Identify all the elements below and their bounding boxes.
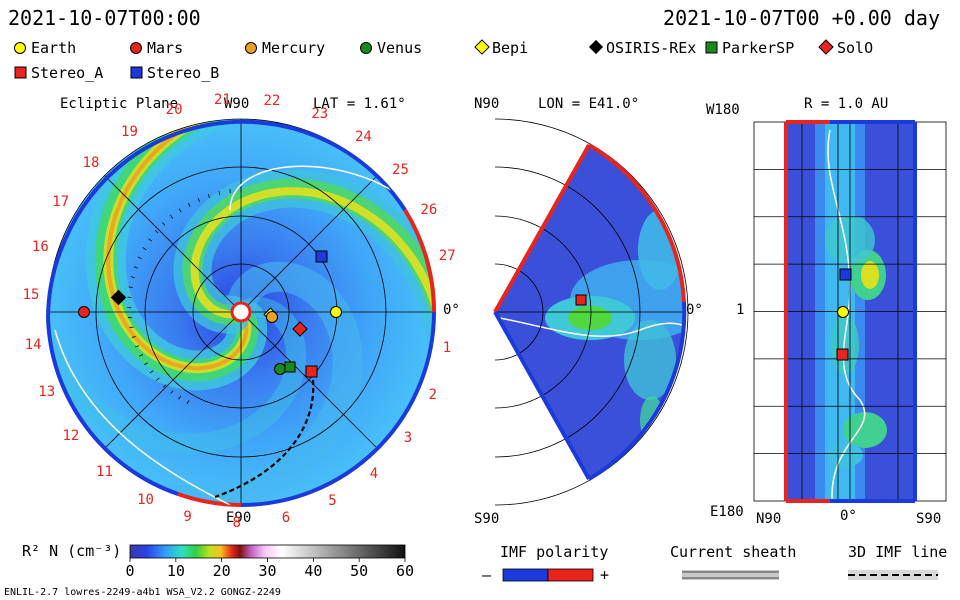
imf-line-sample bbox=[848, 570, 938, 580]
legend-stereo-b: Stereo_B bbox=[147, 64, 220, 82]
legend-venus: Venus bbox=[377, 39, 423, 57]
sector-number: 22 bbox=[263, 93, 281, 110]
ecliptic-title: Ecliptic Plane bbox=[60, 96, 179, 112]
venus-marker bbox=[274, 363, 286, 375]
meridional-bottom-label: S90 bbox=[474, 511, 500, 527]
sector-number: 6 bbox=[281, 509, 291, 526]
ecliptic-right-label: 0° bbox=[443, 302, 460, 318]
radial-top-left: W180 bbox=[706, 102, 740, 118]
imf-polarity-bar bbox=[502, 568, 594, 582]
radial-stereo-a-marker bbox=[836, 348, 849, 361]
sector-number: 23 bbox=[311, 105, 329, 122]
colorbar-tick-label: 30 bbox=[258, 562, 277, 580]
sector-number: 4 bbox=[369, 465, 379, 482]
meridional-stereo-a-marker bbox=[575, 294, 587, 306]
sector-number: 8 bbox=[232, 514, 241, 531]
colorbar-tick-label: 40 bbox=[304, 562, 323, 580]
sheath-title: Current sheath bbox=[670, 543, 797, 561]
mercury-marker bbox=[266, 311, 278, 323]
meridional-top-label: N90 bbox=[474, 96, 500, 112]
sector-number: 24 bbox=[354, 128, 372, 145]
legend-bepi: Bepi bbox=[492, 39, 529, 57]
imf-plus: + bbox=[600, 566, 610, 584]
legend-earth: Earth bbox=[31, 39, 77, 57]
sector-number: 11 bbox=[96, 463, 113, 480]
ecliptic-bottom-label: E90 bbox=[226, 510, 252, 526]
sector-number: 3 bbox=[403, 429, 413, 446]
sector-number: 10 bbox=[137, 491, 154, 508]
radial-bottom-s90: S90 bbox=[916, 511, 942, 527]
colorbar bbox=[129, 544, 406, 562]
ecliptic-lat-label: LAT = 1.61° bbox=[313, 96, 406, 112]
sector-number: 16 bbox=[31, 238, 49, 255]
imf-line-title: 3D IMF line bbox=[848, 543, 948, 561]
stereo-b-marker bbox=[315, 250, 328, 263]
radial-stereo-b-marker bbox=[839, 268, 852, 281]
meridional-lon-label: LON = E41.0° bbox=[538, 96, 640, 112]
parkersp-marker bbox=[284, 361, 296, 373]
sector-number: 21 bbox=[214, 91, 231, 108]
sector-number: 12 bbox=[62, 427, 80, 444]
legend-mars: Mars bbox=[147, 39, 184, 57]
sector-number: 1 bbox=[442, 339, 452, 356]
colorbar-tick-label: 0 bbox=[125, 562, 135, 580]
radial-title: R = 1.0 AU bbox=[804, 96, 889, 112]
colorbar-tick-label: 20 bbox=[212, 562, 231, 580]
legend-parkersp: ParkerSP bbox=[722, 39, 795, 57]
legend-mercury: Mercury bbox=[262, 39, 326, 57]
sector-number: 2 bbox=[428, 387, 437, 404]
colorbar-tick-label: 10 bbox=[166, 562, 185, 580]
footer-model-info: ENLIL-2.7 lowres-2249-a4b1 WSA_V2.2 GONG… bbox=[4, 587, 281, 598]
ecliptic-top-label: W90 bbox=[224, 96, 250, 112]
sector-number: 19 bbox=[121, 123, 138, 140]
legend-stereo-a: Stereo_A bbox=[31, 64, 104, 82]
radial-earth-marker bbox=[837, 306, 849, 318]
header-right-time: 2021-10-07T00 +0.00 day bbox=[663, 6, 940, 30]
sector-number: 14 bbox=[24, 336, 42, 353]
sector-number: 5 bbox=[328, 492, 337, 509]
stereo-a-marker bbox=[305, 365, 318, 378]
meridional-right-label: 0° bbox=[686, 302, 703, 318]
radial-bottom-0: 0° bbox=[840, 508, 857, 524]
radial-bottom-n90: N90 bbox=[756, 511, 782, 527]
sector-number: 18 bbox=[82, 154, 100, 171]
sector-number: 20 bbox=[165, 102, 183, 119]
earth-marker bbox=[330, 306, 342, 318]
header-left-time: 2021-10-07T00:00 bbox=[8, 6, 201, 30]
sector-number: 15 bbox=[22, 287, 40, 304]
colorbar-label: R² N (cm⁻³) bbox=[22, 542, 122, 560]
radial-plot bbox=[753, 120, 947, 503]
sector-number: 25 bbox=[392, 161, 409, 178]
sector-number: 13 bbox=[38, 384, 56, 401]
imf-title: IMF polarity bbox=[500, 543, 609, 561]
radial-bottom-left: E180 bbox=[710, 504, 744, 520]
imf-minus: – bbox=[482, 566, 492, 584]
mars-marker bbox=[78, 306, 90, 318]
legend-solo: SolO bbox=[837, 39, 874, 57]
sector-number: 17 bbox=[52, 193, 70, 210]
sector-number: 26 bbox=[420, 202, 438, 219]
radial-mid-left: 1 bbox=[736, 302, 745, 318]
ecliptic-plot bbox=[46, 118, 437, 507]
solo-marker bbox=[292, 321, 308, 337]
sector-number: 9 bbox=[183, 508, 192, 525]
meridional-plot bbox=[493, 118, 689, 506]
current-sheath-sample bbox=[682, 570, 779, 580]
legend-markers bbox=[14, 39, 834, 79]
legend-osiris-rex: OSIRIS-REx bbox=[606, 39, 697, 57]
colorbar-tick-label: 50 bbox=[350, 562, 369, 580]
sector-number: 27 bbox=[438, 248, 456, 265]
colorbar-tick-label: 60 bbox=[396, 562, 415, 580]
